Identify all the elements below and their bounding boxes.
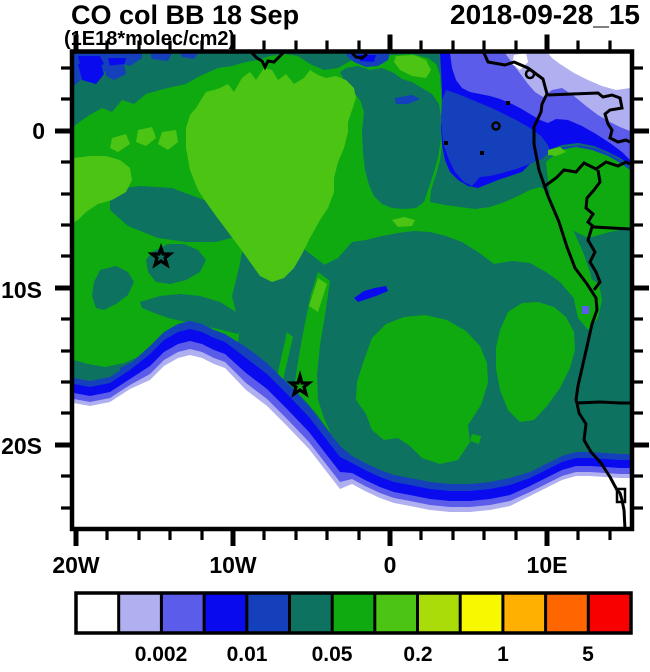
svg-text:0.2: 0.2 bbox=[403, 643, 432, 666]
svg-text:CO col BB 18 Sep: CO col BB 18 Sep bbox=[71, 0, 299, 30]
svg-text:10W: 10W bbox=[209, 552, 257, 578]
svg-text:1: 1 bbox=[497, 643, 509, 666]
svg-text:10S: 10S bbox=[1, 277, 42, 303]
svg-text:0.002: 0.002 bbox=[135, 643, 188, 666]
svg-text:10E: 10E bbox=[527, 552, 568, 578]
svg-text:2018-09-28_15: 2018-09-28_15 bbox=[450, 0, 640, 30]
svg-text:0: 0 bbox=[32, 118, 45, 144]
svg-text:0.01: 0.01 bbox=[227, 643, 268, 666]
svg-text:20W: 20W bbox=[52, 552, 100, 578]
svg-text:0.05: 0.05 bbox=[312, 643, 353, 666]
svg-text:5: 5 bbox=[582, 643, 594, 666]
svg-text:0: 0 bbox=[384, 552, 397, 578]
svg-text:20S: 20S bbox=[1, 433, 42, 459]
svg-text:(1E18*molec/cm2): (1E18*molec/cm2) bbox=[64, 28, 235, 50]
